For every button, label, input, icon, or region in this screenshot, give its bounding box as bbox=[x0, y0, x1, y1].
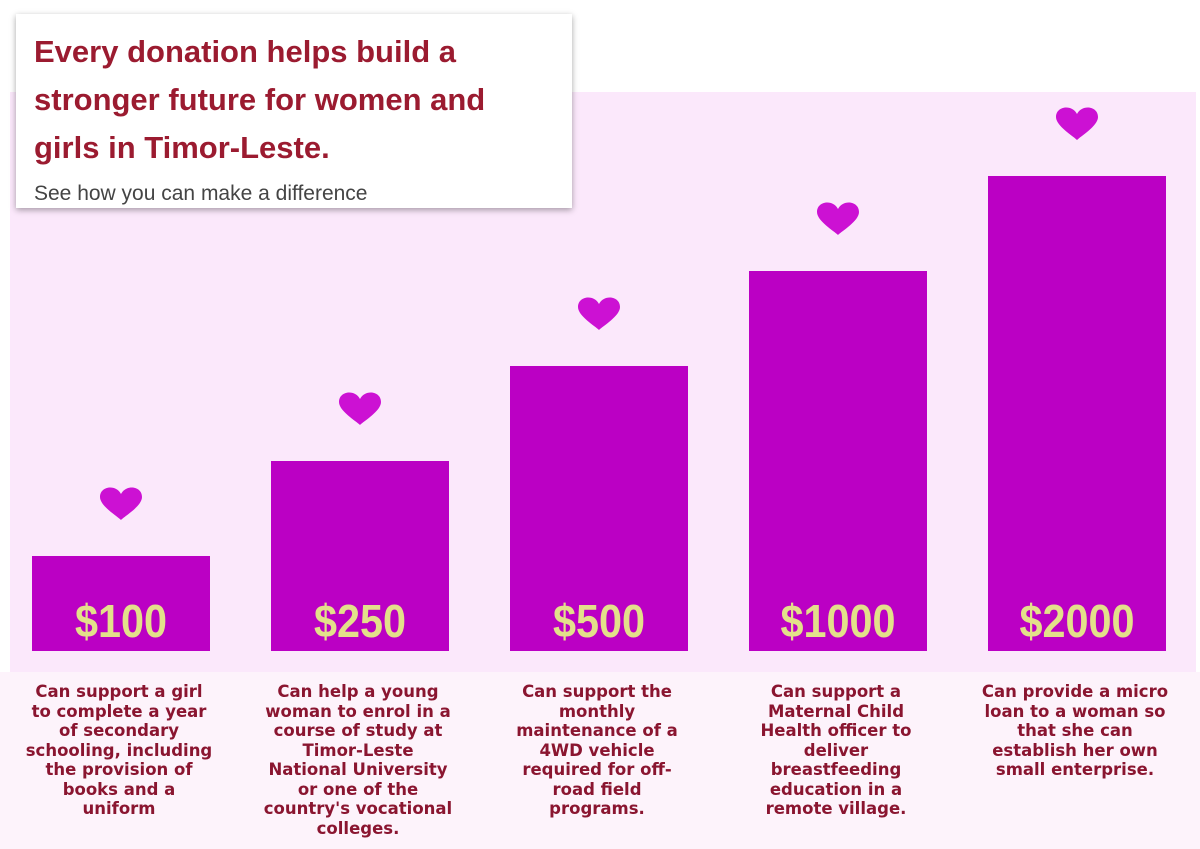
bar-value-label: $1000 bbox=[781, 595, 896, 647]
bar-value-label: $500 bbox=[553, 595, 645, 647]
bar-description-500: Can support the monthly maintenance of a… bbox=[516, 682, 678, 818]
bar-100 bbox=[32, 556, 210, 651]
bar-description-250: Can help a young woman to enrol in a cou… bbox=[263, 682, 453, 838]
bar-description-1000: Can support a Maternal Child Health offi… bbox=[760, 682, 912, 818]
heart-icon bbox=[578, 297, 620, 330]
bar-2000 bbox=[988, 176, 1166, 651]
page-title: Every donation helps build a stronger fu… bbox=[34, 34, 486, 165]
bar-500 bbox=[510, 366, 688, 651]
bar-value-label: $250 bbox=[314, 595, 406, 647]
bar-value-label: $100 bbox=[75, 595, 167, 647]
bar-description-2000: Can provide a micro loan to a woman so t… bbox=[981, 682, 1169, 779]
bar-description-100: Can support a girl to complete a year of… bbox=[25, 682, 213, 818]
heart-icon bbox=[1056, 107, 1098, 140]
bar-value-label: $2000 bbox=[1020, 595, 1135, 647]
heart-icon bbox=[100, 487, 142, 520]
bar-1000 bbox=[749, 271, 927, 651]
description-strip bbox=[0, 672, 1200, 849]
bar-250 bbox=[271, 461, 449, 651]
heart-icon bbox=[339, 392, 381, 425]
title-card: Every donation helps build a stronger fu… bbox=[16, 14, 572, 208]
page-subtitle: See how you can make a difference bbox=[34, 182, 368, 205]
heart-icon bbox=[817, 202, 859, 235]
